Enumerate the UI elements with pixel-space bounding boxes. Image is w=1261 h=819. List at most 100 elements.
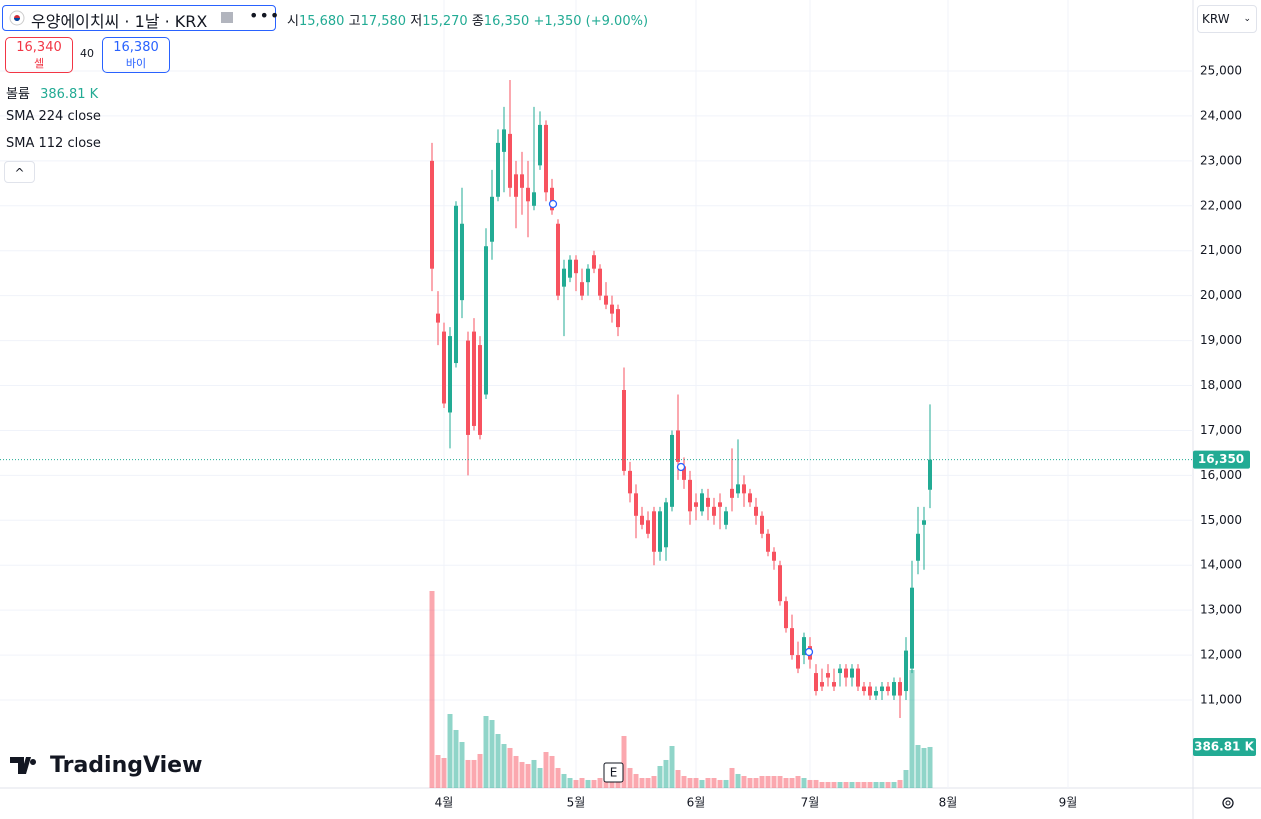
last-price-label: 16,350 xyxy=(1198,452,1244,466)
candle-body xyxy=(736,484,740,494)
settings-icon[interactable] xyxy=(1222,797,1234,809)
candle-body xyxy=(466,340,470,435)
candle-body xyxy=(544,124,548,193)
candle-body xyxy=(646,520,650,534)
volume-bar xyxy=(819,782,825,788)
volume-bar xyxy=(615,778,621,788)
ohlc-label: 종 xyxy=(471,14,484,29)
event-marker[interactable] xyxy=(676,462,686,472)
ohlc-value: 16,350 xyxy=(483,14,530,29)
volume-bar xyxy=(639,778,645,788)
candle-body xyxy=(652,511,656,552)
candle-body xyxy=(550,187,554,211)
candle-body xyxy=(508,133,512,188)
volume-bar xyxy=(507,747,513,788)
volume-bar xyxy=(561,773,567,788)
candle-body xyxy=(802,637,806,656)
volume-bar xyxy=(735,773,741,788)
candle-body xyxy=(712,506,716,516)
candle-body xyxy=(838,668,842,674)
x-tick-label: 7월 xyxy=(801,796,820,810)
candle-body xyxy=(706,497,710,507)
candle-body xyxy=(928,459,932,490)
earnings-marker[interactable] xyxy=(603,762,624,783)
y-tick-label: 11,000 xyxy=(1200,693,1242,707)
volume-bar xyxy=(543,752,549,788)
candle-body xyxy=(568,259,572,278)
candle-body xyxy=(898,682,902,696)
candle-body xyxy=(880,686,884,692)
candle-body xyxy=(844,668,848,678)
y-tick-label: 12,000 xyxy=(1200,648,1242,662)
volume-bar xyxy=(627,767,633,788)
symbol-box[interactable]: 우양에이치씨 · 1날 · KRX ••• xyxy=(2,5,279,31)
volume-bar xyxy=(567,778,573,788)
candle-body xyxy=(694,502,698,507)
volume-value: 386.81 K xyxy=(40,87,99,102)
y-tick-label: 20,000 xyxy=(1200,288,1242,302)
candle-body xyxy=(832,682,836,687)
candle-body xyxy=(868,686,872,696)
ohlc-label: 시 xyxy=(287,14,299,29)
volume-bar xyxy=(435,755,441,788)
volume-bar xyxy=(897,779,903,788)
candle-body xyxy=(820,682,824,687)
flag-icon xyxy=(9,10,25,26)
volume-bar xyxy=(699,779,705,788)
volume-bar xyxy=(783,778,789,788)
candle-body xyxy=(796,655,800,669)
y-tick-label: 19,000 xyxy=(1200,333,1242,347)
candle-body xyxy=(730,488,734,498)
y-tick-label: 16,000 xyxy=(1200,468,1242,482)
flag-button[interactable] xyxy=(221,12,233,23)
volume-bar xyxy=(495,734,501,788)
volume-bar xyxy=(927,746,933,788)
buy-price: 16,380 xyxy=(113,40,159,55)
volume-bar xyxy=(537,767,543,788)
y-tick-label: 23,000 xyxy=(1200,153,1242,167)
currency: KRW xyxy=(1202,12,1230,26)
volume-bar xyxy=(915,744,921,788)
buy-button[interactable]: 16,380 바이 xyxy=(102,37,170,73)
volume-bar xyxy=(801,778,807,788)
candle-body xyxy=(526,187,530,202)
candle-body xyxy=(760,515,764,534)
indicator[interactable]: SMA 224 close xyxy=(6,109,101,124)
volume-bar xyxy=(759,776,765,788)
volume-bar xyxy=(711,778,717,788)
indicator[interactable]: SMA 112 close xyxy=(6,136,101,151)
volume-bar xyxy=(657,766,663,788)
sell-button[interactable]: 16,340 셀 xyxy=(5,37,73,73)
volume-bar xyxy=(843,782,849,788)
candle-body xyxy=(772,551,776,561)
volume-bar xyxy=(747,778,753,788)
candle-body xyxy=(490,196,494,242)
sell-label: 셀 xyxy=(33,57,45,70)
event-marker[interactable] xyxy=(804,647,814,657)
x-tick-label: 5월 xyxy=(567,796,586,810)
candle-body xyxy=(448,336,452,413)
volume-bar xyxy=(885,782,891,788)
last-volume-label: 386.81 K xyxy=(1194,739,1254,753)
more-button[interactable]: ••• xyxy=(249,6,281,25)
collapse-button[interactable]: ^ xyxy=(4,161,35,183)
candle-body xyxy=(442,331,446,404)
candle-body xyxy=(892,682,896,696)
candle-body xyxy=(754,506,758,516)
volume-legend[interactable]: 볼륨 386.81 K xyxy=(6,83,98,102)
event-marker[interactable] xyxy=(548,199,558,209)
volume-bar xyxy=(879,782,885,788)
candle-body xyxy=(742,484,746,494)
candle-body xyxy=(628,470,632,494)
candle-body xyxy=(502,129,506,152)
candle-body xyxy=(724,511,728,525)
volume-bar xyxy=(729,767,735,788)
ohlc-value: 17,580 xyxy=(360,14,407,29)
currency-select[interactable]: KRW ⌄ xyxy=(1197,5,1257,33)
ohlc-value: 15,270 xyxy=(422,14,468,29)
y-tick-label: 25,000 xyxy=(1200,63,1242,77)
last-volume-badge xyxy=(1193,737,1256,756)
volume-bar xyxy=(813,779,819,788)
volume-bar xyxy=(903,770,909,788)
